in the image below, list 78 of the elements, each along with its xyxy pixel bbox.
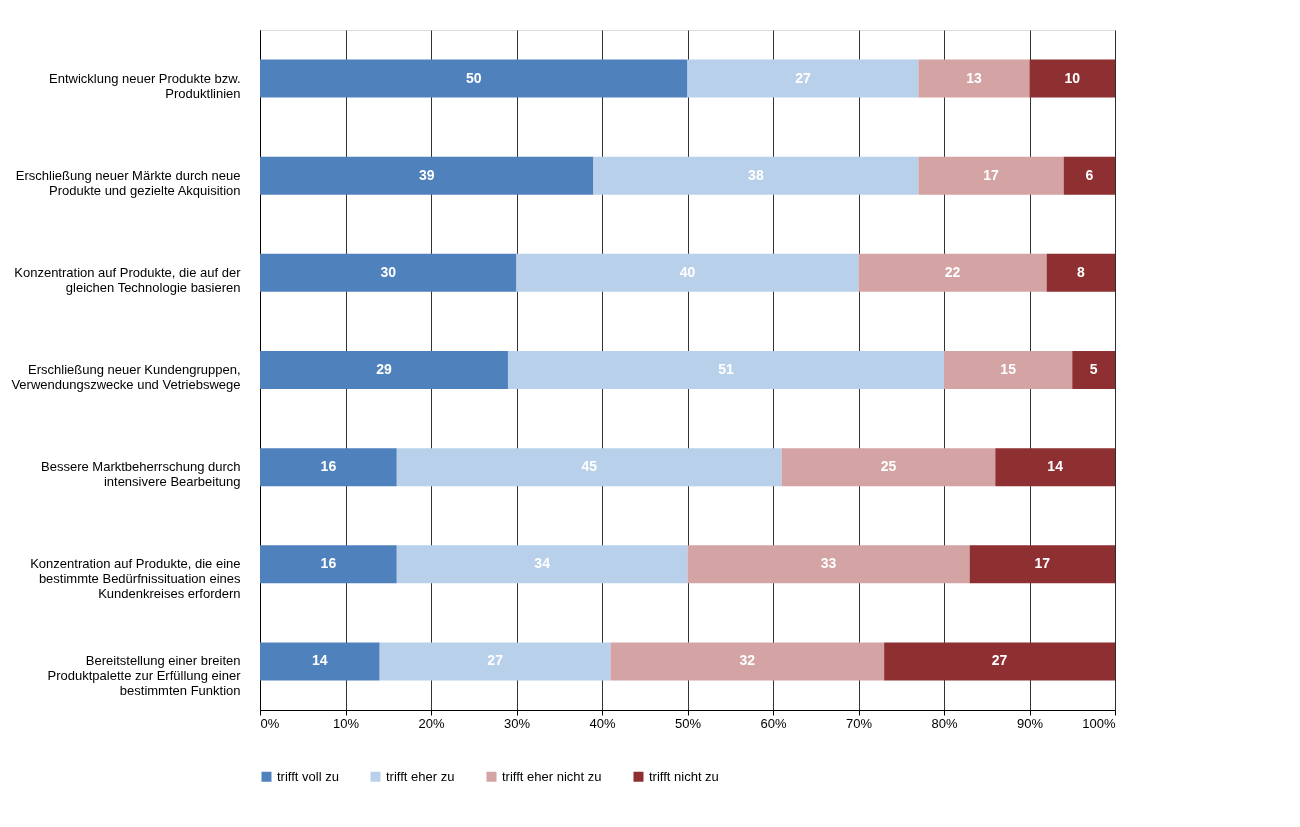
data-label: 40 [679, 263, 696, 280]
data-label: 14 [312, 652, 328, 669]
bar [687, 59, 919, 98]
bar [379, 642, 611, 681]
data-label: 50 [465, 69, 482, 86]
legend-label: trifft nicht zu [649, 768, 719, 784]
data-label: 32 [739, 652, 756, 669]
x-tick-label: 80% [931, 715, 958, 731]
bar [944, 351, 1073, 389]
data-label: 6 [1085, 166, 1094, 183]
x-tick-label: 60% [760, 715, 787, 731]
data-label: 45 [581, 458, 598, 475]
bar [918, 156, 1064, 195]
data-label: 17 [983, 166, 1000, 183]
y-tick-label: Erschließung neuer Kundengruppen, Verwendungszwecke und Vetriebswege [11, 362, 241, 392]
data-label: 27 [795, 69, 811, 86]
data-label: 5 [1089, 361, 1098, 377]
data-label: 27 [991, 652, 1008, 669]
bar [781, 448, 996, 487]
data-label: 34 [534, 555, 551, 572]
bar [396, 545, 688, 584]
bar [1063, 156, 1115, 195]
data-label: 16 [320, 555, 337, 572]
bar [858, 253, 1047, 292]
x-tick-label: 100% [1082, 715, 1116, 731]
data-label: 39 [418, 166, 435, 183]
x-tick-label: 40% [589, 715, 616, 731]
data-label: 16 [320, 458, 337, 475]
y-tick-label: Konzentration auf Produkte, die eine bestimmte Bedürfnissituation eines Kundenkreises erfordern [30, 556, 241, 602]
data-label: 33 [820, 555, 837, 572]
bar [260, 351, 508, 389]
bar [396, 448, 782, 487]
bar [1029, 59, 1115, 98]
data-label: 15 [1000, 361, 1017, 377]
bar [593, 156, 919, 195]
bar [969, 545, 1115, 584]
bar [507, 351, 944, 389]
data-label: 30 [380, 263, 397, 280]
bar [516, 253, 859, 292]
x-tick-label: 50% [674, 715, 702, 731]
bar [884, 642, 1115, 681]
legend-label: trifft eher zu [386, 768, 455, 784]
bar [260, 156, 594, 195]
bar [918, 59, 1030, 98]
bar [260, 545, 397, 584]
x-tick-label: 70% [845, 715, 873, 731]
bar [610, 642, 885, 681]
data-label: 25 [880, 458, 897, 475]
y-tick-label: Bereitstellung einer breiten Produktpalette zur Erfüllung einer bestimmten Funktion [47, 653, 242, 699]
bar [995, 448, 1115, 487]
x-tick-label: 0% [260, 715, 280, 731]
x-tick-label: 10% [332, 715, 360, 731]
data-label: 8 [1076, 263, 1085, 280]
data-label: 51 [718, 361, 734, 377]
data-label: 14 [1047, 458, 1064, 475]
legend-label: trifft eher nicht zu [502, 768, 602, 784]
bar [1046, 253, 1115, 292]
bar [687, 545, 970, 584]
y-tick-label: Bessere Marktbeherrschung durch intensivere Bearbeitung [41, 459, 241, 490]
y-tick-label: Konzentration auf Produkte, die auf der gleichen Technologie basieren [14, 264, 242, 295]
data-label: 13 [966, 69, 982, 86]
bar [1072, 351, 1115, 389]
bar [260, 253, 517, 292]
y-tick-label: Erschließung neuer Märkte durch neue Produkte und gezielte Akquisition [15, 167, 241, 198]
bar [260, 448, 397, 487]
data-label: 22 [944, 263, 961, 280]
data-label: 27 [487, 652, 504, 669]
bar [260, 642, 380, 681]
data-label: 29 [376, 361, 392, 377]
legend-label: trifft voll zu [277, 768, 339, 784]
x-tick-label: 30% [503, 715, 531, 731]
x-tick-label: 20% [418, 715, 445, 731]
y-tick-label: Entwicklung neuer Produkte bzw. Produktlinien [49, 70, 241, 101]
x-tick-label: 90% [1016, 715, 1044, 731]
bar [260, 59, 688, 98]
data-label: 38 [748, 166, 764, 183]
data-label: 10 [1064, 69, 1081, 86]
data-label: 17 [1034, 555, 1051, 572]
